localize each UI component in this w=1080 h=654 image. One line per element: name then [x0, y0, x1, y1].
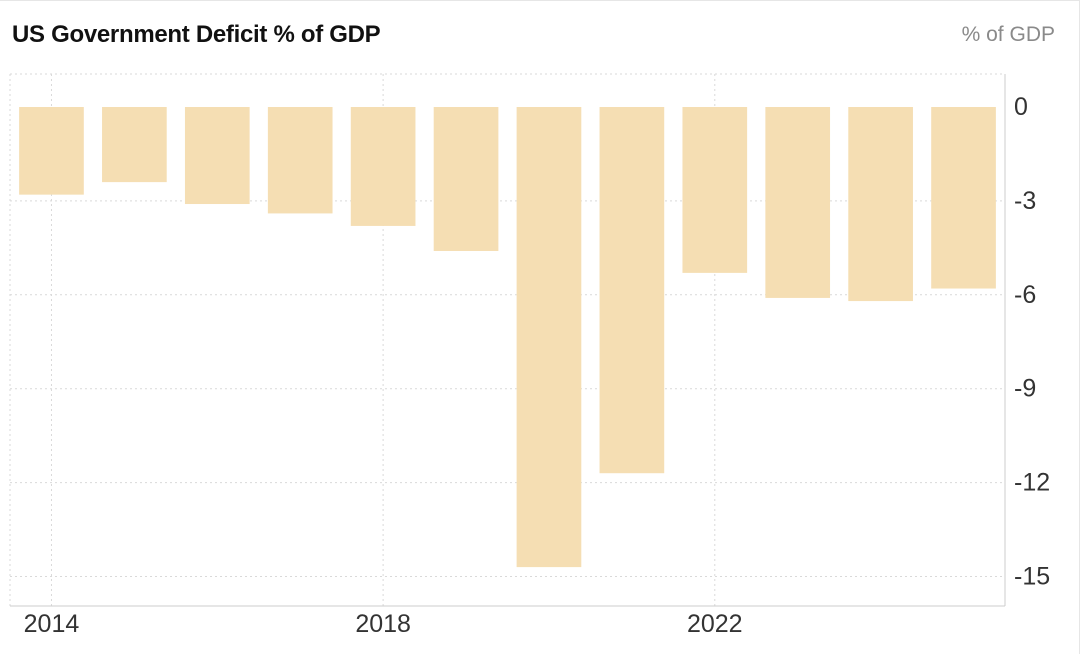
bar-2019[interactable] [433, 107, 499, 251]
x-tick-label: 2022 [687, 610, 743, 638]
y-tick-label: -6 [1014, 281, 1036, 309]
bar-2014[interactable] [19, 107, 84, 195]
x-tick-label: 2014 [24, 610, 80, 638]
bar-2015[interactable] [102, 107, 167, 183]
y-tick-label: -15 [1014, 563, 1050, 591]
y-tick-label: -9 [1014, 375, 1036, 403]
y-tick-label: 0 [1014, 93, 1028, 121]
y-tick-label: -12 [1014, 469, 1050, 497]
bar-2018[interactable] [350, 107, 416, 226]
bar-2017[interactable] [267, 107, 333, 214]
bar-2025[interactable] [931, 107, 996, 289]
y-tick-label: -3 [1014, 187, 1036, 215]
bar-2022[interactable] [682, 107, 748, 273]
unit-label: % of GDP [961, 23, 1055, 46]
bar-2024[interactable] [848, 107, 913, 302]
bar-2020[interactable] [516, 107, 582, 568]
bar-2023[interactable] [765, 107, 831, 298]
bar-2016[interactable] [184, 107, 250, 205]
bar-2021[interactable] [599, 107, 665, 474]
chart-title: US Government Deficit % of GDP [12, 21, 381, 48]
x-tick-label: 2018 [355, 610, 411, 638]
